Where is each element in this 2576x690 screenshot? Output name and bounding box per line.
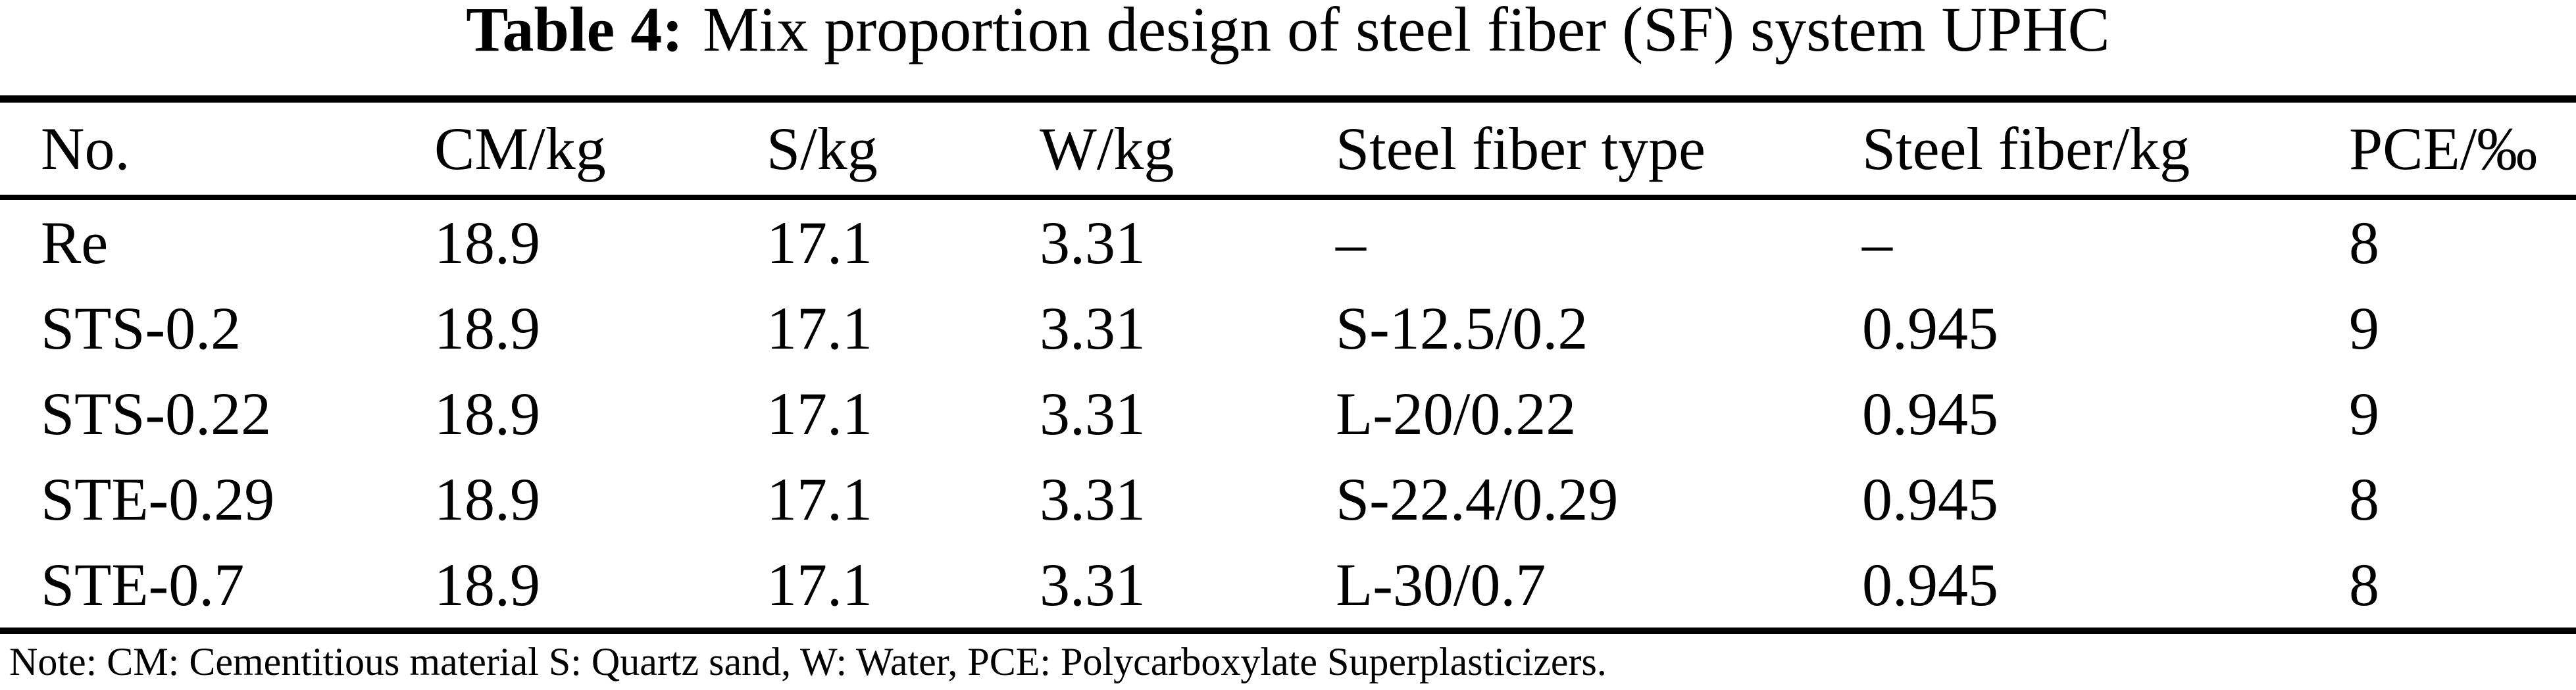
table-cell: Re [41,209,109,276]
table-cell: 9 [2349,380,2379,447]
table-cell: 18.9 [434,209,540,276]
table-cell: 18.9 [434,466,540,533]
table-cell: 17.1 [767,380,872,447]
table-cell: L-20/0.22 [1336,380,1577,447]
table-cell: 0.945 [1862,380,1998,447]
table-cell: 8 [2349,209,2379,276]
table-caption: Table 4: Mix proportion design of steel f… [0,0,2576,66]
table-cell: 3.31 [1040,380,1146,447]
header-row: No. CM/kg S/kg W/kg Steel fiber type Ste… [0,99,2576,197]
table-cell: 3.31 [1040,551,1146,618]
table-cell: 17.1 [767,209,872,276]
table-row: STS-0.2 18.9 17.1 3.31 S-12.5/0.2 0.945 … [0,285,2576,371]
table-row: STE-0.29 18.9 17.1 3.31 S-22.4/0.29 0.94… [0,456,2576,542]
table-cell: – [1862,209,1892,276]
table-cell: S-12.5/0.2 [1336,295,1588,362]
column-header-s: S/kg [767,115,878,182]
column-header-w: W/kg [1040,115,1174,182]
table-cell: STE-0.7 [41,551,245,618]
table-cell: 9 [2349,295,2379,362]
table-cell: 3.31 [1040,209,1146,276]
table-cell: 17.1 [767,295,872,362]
table-caption-label: Table 4: [466,0,684,64]
mix-proportion-table: No. CM/kg S/kg W/kg Steel fiber type Ste… [0,95,2576,634]
table-cell: 18.9 [434,295,540,362]
table-cell: 0.945 [1862,466,1998,533]
table-cell: STS-0.2 [41,295,241,362]
table-cell: 8 [2349,551,2379,618]
table-cell: STS-0.22 [41,380,272,447]
table-cell: – [1336,209,1366,276]
column-header-cm: CM/kg [434,115,606,182]
table-cell: 17.1 [767,466,872,533]
table-caption-text: Mix proportion design of steel fiber (SF… [703,0,2110,64]
column-header-pce: PCE/‰ [2349,115,2538,182]
table-cell: 8 [2349,466,2379,533]
table-row: STE-0.7 18.9 17.1 3.31 L-30/0.7 0.945 8 [0,542,2576,631]
table-cell: S-22.4/0.29 [1336,466,1619,533]
table-cell: 0.945 [1862,551,1998,618]
table-cell: 18.9 [434,551,540,618]
table-cell: 18.9 [434,380,540,447]
table-cell: 17.1 [767,551,872,618]
table-row: Re 18.9 17.1 3.31 – – 8 [0,197,2576,285]
table-row: STS-0.22 18.9 17.1 3.31 L-20/0.22 0.945 … [0,371,2576,456]
table-footnote: Note: CM: Cementitious material S: Quart… [9,640,1607,683]
column-header-steel-fiber-kg: Steel fiber/kg [1862,115,2190,182]
table-cell: L-30/0.7 [1336,551,1546,618]
table-cell: STE-0.29 [41,466,275,533]
column-header-no: No. [41,115,130,182]
table-cell: 3.31 [1040,466,1146,533]
column-header-steel-fiber-type: Steel fiber type [1336,115,1706,182]
table-cell: 3.31 [1040,295,1146,362]
table-cell: 0.945 [1862,295,1998,362]
